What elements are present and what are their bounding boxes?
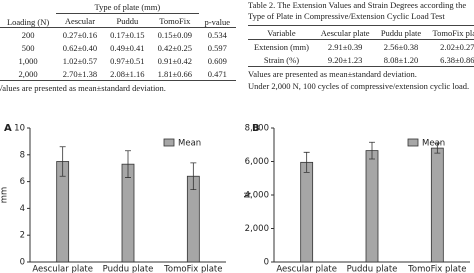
cell: 0.91±0.42 <box>157 55 192 66</box>
legend-swatch <box>407 138 419 147</box>
cell: 1,000 <box>18 55 38 66</box>
header-row: Loading (N) Type of plate (mm) p-value <box>0 0 236 28</box>
x-tick-label: Aescular plate <box>276 265 337 273</box>
cell: 0.17±0.15 <box>110 29 145 40</box>
cell: 0.15±0.09 <box>157 29 192 40</box>
y-tick-label: 8,000 <box>245 124 269 134</box>
header-row: Aescular Puddu TomoFix <box>0 13 236 28</box>
x-tick-label: TomoFix plate <box>407 265 466 273</box>
error-bar <box>434 142 441 154</box>
x-tick-label: Puddu plate <box>103 265 154 273</box>
bar <box>430 147 444 263</box>
header-cell: Puddu <box>103 13 152 28</box>
cell: 0.471 <box>198 67 236 81</box>
bar <box>300 161 314 263</box>
table-1: Loading (N) Type of plate (mm) p-value Aesc… <box>0 0 236 95</box>
legend-swatch <box>163 138 175 147</box>
y-tick-label: 0 <box>264 258 269 268</box>
cell: 2.56±0.38 <box>383 41 419 52</box>
legend-label: Mean <box>178 139 201 149</box>
panel-label: A <box>4 123 12 134</box>
row: 500 0.62±0.40 0.49±0.41 0.42±0.25 0.597 <box>0 41 236 54</box>
y-tick-label: 4 <box>20 204 25 214</box>
table: Variable Aescular plate Puddu plate TomoFix… <box>248 25 474 67</box>
legend-label: Mean <box>422 139 445 149</box>
header-cell: Aescular <box>56 13 104 28</box>
cell: 8.08±1.20 <box>375 53 427 67</box>
error-bar <box>125 150 131 178</box>
table-note: Values are presented as mean±standard de… <box>248 69 417 79</box>
y-tick-label: 6,000 <box>245 157 269 167</box>
error-bar <box>303 151 310 173</box>
row: 1,000 1.02±0.57 0.97±0.51 0.91±0.42 0.609 <box>0 54 236 67</box>
cell: 0.42±0.25 <box>157 42 192 53</box>
cell: 2,000 <box>0 67 57 81</box>
header-cell: TomoFix plate <box>426 25 474 40</box>
cell: 0.97±0.51 <box>110 55 145 66</box>
cell: Strain (%) <box>248 53 315 67</box>
cell: 0.597 <box>207 42 227 53</box>
cell: 2.08±1.16 <box>103 67 152 81</box>
panel-label: B <box>252 123 260 134</box>
cell: 0.609 <box>207 55 227 66</box>
header-cell: Aescular plate <box>314 25 376 40</box>
bar <box>365 150 379 263</box>
y-tick-label: 2,000 <box>245 224 269 234</box>
cell: 0.27±0.16 <box>62 29 98 40</box>
cell: 0.62±0.40 <box>62 42 98 53</box>
y-tick-label: 4,000 <box>245 191 269 201</box>
row: Strain (%) 9.20±1.23 8.08±1.20 6.38±0.86 <box>248 53 474 67</box>
x-tick-label: TomoFix plate <box>163 265 222 273</box>
cell: Extension (mm) <box>253 41 309 52</box>
table-note: Under 2,000 N, 100 cycles of compressive… <box>248 81 470 91</box>
cell: 2.02±0.27 <box>440 41 474 52</box>
cell: 2.91±0.39 <box>327 41 363 52</box>
y-tick-label: 8 <box>20 150 25 160</box>
table-2: Table 2. The Extension Values and Strain… <box>248 0 474 100</box>
error-bar <box>369 141 375 160</box>
y-tick-label: 10 <box>14 124 25 134</box>
cell: 6.38±0.86 <box>426 53 474 67</box>
header-cell: Type of plate (mm) <box>94 1 161 12</box>
header-cell: Loading (N) <box>0 0 57 28</box>
header-cell: p-value <box>198 0 236 28</box>
x-tick-label: Puddu plate <box>347 265 398 273</box>
y-axis-label: N <box>244 192 254 198</box>
table-note: Values are presented as mean±standard de… <box>0 83 166 93</box>
header-cell: TomoFix <box>151 13 199 28</box>
y-axis-label: mm <box>0 187 10 204</box>
error-bar <box>190 162 197 191</box>
cell: 1.02±0.57 <box>62 55 98 66</box>
x-tick-label: Aescular plate <box>32 265 93 273</box>
cell: 9.20±1.23 <box>314 53 376 67</box>
header-cell: Puddu plate <box>375 25 427 40</box>
y-tick-label: 0 <box>20 258 25 268</box>
cell: 200 <box>21 29 35 40</box>
cell: 0.534 <box>207 29 227 40</box>
row: 2,000 2.70±1.38 2.08±1.16 1.81±0.66 0.471 <box>0 67 236 81</box>
y-tick-label: 6 <box>20 177 25 187</box>
table-title: Table 2. The Extension Values and Strain… <box>248 0 467 21</box>
cell: 2.70±1.38 <box>56 67 104 81</box>
cell: 1.81±0.66 <box>151 67 199 81</box>
row: Extension (mm) 2.91±0.39 2.56±0.38 2.02±0.2… <box>248 40 474 54</box>
table: Loading (N) Type of plate (mm) p-value Aesc… <box>0 0 236 81</box>
bar <box>121 163 135 263</box>
y-tick-label: 2 <box>20 231 25 241</box>
error-bar <box>59 146 66 177</box>
cell: 0.49±0.41 <box>110 42 145 53</box>
cell: 500 <box>21 42 35 53</box>
header-cell: Variable <box>248 25 315 40</box>
row: 200 0.27±0.16 0.17±0.15 0.15±0.09 0.534 <box>0 28 236 42</box>
header-row: Variable Aescular plate Puddu plate TomoFix… <box>248 25 474 40</box>
